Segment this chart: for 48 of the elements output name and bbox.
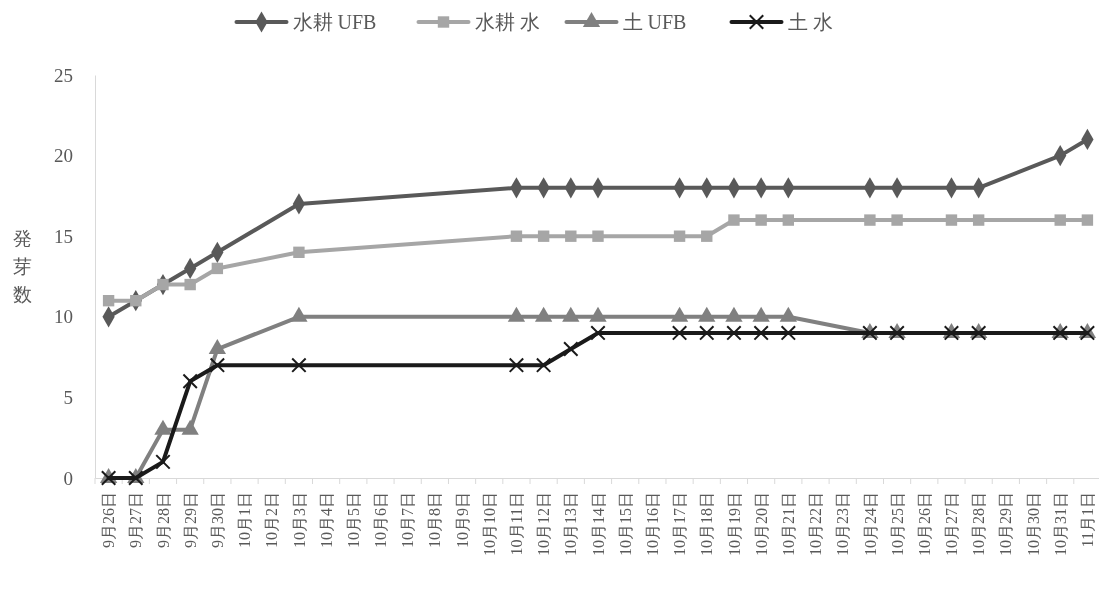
x-tick-label: 10月23日	[834, 492, 852, 556]
x-tick-label: 10月31日	[1051, 492, 1069, 556]
x-tick-label: 10月26日	[915, 492, 933, 556]
x-tick-label: 10月30日	[1024, 492, 1042, 556]
x-tick-label: 10月3日	[290, 492, 308, 548]
x-tick-label: 10月29日	[997, 492, 1015, 556]
y-tick-label: 10	[54, 306, 73, 328]
x-tick-label: 10月21日	[779, 492, 797, 556]
x-tick-label: 9月30日	[208, 492, 226, 548]
x-tick-label: 10月9日	[453, 492, 471, 548]
y-axis-title: 発芽数	[12, 228, 32, 305]
x-tick-label: 10月13日	[562, 492, 580, 556]
y-tick-label: 25	[54, 64, 73, 86]
legend-label: 水耕 水	[474, 11, 540, 33]
x-tick-label: 10月19日	[725, 492, 743, 556]
y-tick-label: 0	[63, 467, 73, 489]
y-tick-label: 5	[63, 386, 73, 408]
x-tick-label: 10月25日	[888, 492, 906, 556]
legend-label: 土 UFB	[622, 11, 687, 33]
x-tick-label: 9月27日	[127, 492, 145, 548]
x-tick-label: 9月28日	[154, 492, 172, 548]
x-tick-label: 10月1日	[236, 492, 254, 548]
x-tick-label: 10月7日	[399, 492, 417, 548]
legend-label: 水耕 UFB	[292, 11, 377, 33]
x-tick-label: 10月18日	[698, 492, 716, 556]
x-tick-label: 10月28日	[970, 492, 988, 556]
x-tick-label: 10月15日	[616, 492, 634, 556]
legend-label: 土 水	[787, 11, 833, 33]
y-tick-label: 15	[54, 225, 73, 247]
x-tick-label: 10月10日	[480, 492, 498, 556]
x-tick-label: 10月16日	[643, 492, 661, 556]
x-tick-label: 11月1日	[1079, 492, 1097, 548]
x-tick-label: 9月26日	[100, 492, 118, 548]
x-tick-label: 10月8日	[426, 492, 444, 548]
y-tick-label: 20	[54, 145, 73, 167]
x-tick-label: 10月17日	[671, 492, 689, 556]
x-tick-label: 10月5日	[344, 492, 362, 548]
x-tick-label: 10月2日	[263, 492, 281, 548]
x-tick-label: 9月29日	[181, 492, 199, 548]
x-tick-label: 10月27日	[943, 492, 961, 556]
x-tick-label: 10月14日	[589, 492, 607, 556]
x-tick-label: 10月22日	[807, 492, 825, 556]
x-tick-label: 10月24日	[861, 492, 879, 556]
x-tick-label: 10月6日	[372, 492, 390, 548]
x-tick-label: 10月11日	[508, 492, 526, 556]
x-tick-label: 10月20日	[752, 492, 770, 556]
x-tick-label: 10月4日	[317, 492, 335, 548]
x-tick-label: 10月12日	[535, 492, 553, 556]
